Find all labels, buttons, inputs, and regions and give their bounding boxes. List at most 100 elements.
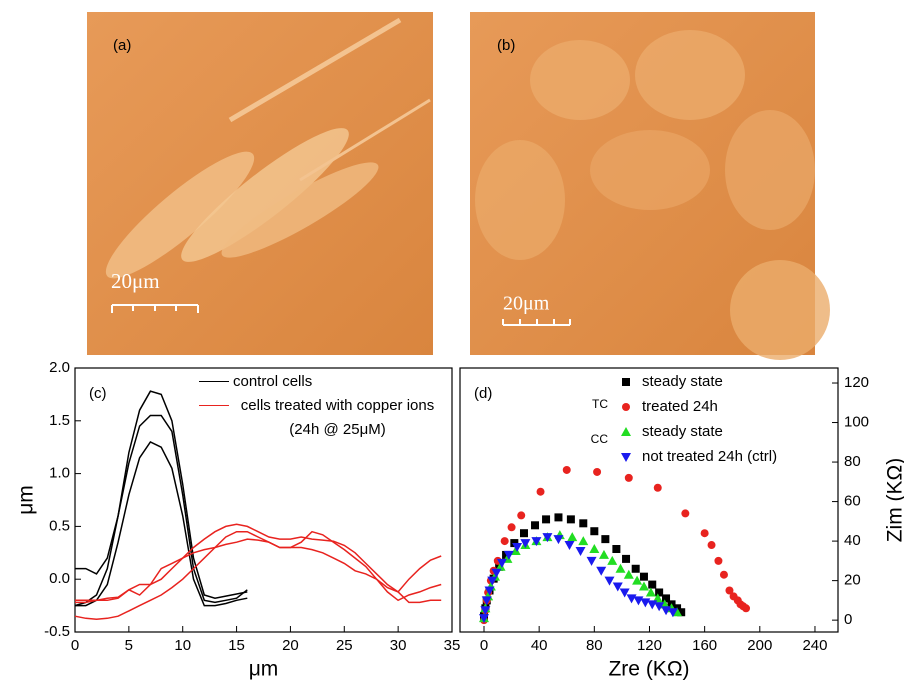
scale-bar-label: 20μm [503, 293, 550, 315]
data-point [536, 487, 545, 496]
data-point [604, 576, 615, 586]
image-b [470, 12, 830, 360]
x-tick-label: 240 [802, 637, 827, 654]
legend: control cells cells treated with copper i… [199, 370, 442, 442]
data-point [654, 602, 665, 612]
data-line [75, 538, 442, 604]
data-point [596, 566, 607, 576]
data-point [607, 555, 618, 565]
data-point [553, 535, 564, 545]
data-point [507, 523, 516, 532]
x-tick-label: 0 [71, 637, 79, 654]
panel-label: (b) [497, 37, 515, 54]
data-point [531, 521, 540, 530]
data-point [478, 614, 489, 624]
data-point [510, 545, 521, 555]
data-point [652, 593, 663, 603]
data-line [75, 414, 248, 604]
x-tick-label: 35 [444, 637, 461, 654]
y-tick-label: 0.5 [49, 517, 70, 534]
data-point [622, 554, 631, 563]
data-point [742, 604, 751, 613]
data-point [500, 537, 509, 546]
x-tick-label: 0 [480, 637, 488, 654]
y-tick-label: 100 [844, 414, 869, 431]
image-a [87, 12, 433, 355]
y-tick-label: 40 [844, 532, 861, 549]
data-point [719, 570, 728, 579]
data-point [619, 588, 630, 598]
data-point [631, 564, 640, 573]
legend-label: steady state [642, 423, 723, 440]
data-point [623, 569, 634, 579]
data-line [74, 390, 248, 607]
data-point [480, 606, 491, 616]
annotation: CC [591, 432, 609, 446]
data-point [578, 536, 589, 546]
data-point [575, 546, 586, 556]
data-point [512, 543, 523, 553]
data-point [491, 568, 502, 578]
legend-marker [621, 427, 631, 436]
data-point [662, 594, 671, 603]
legend-marker [621, 453, 631, 462]
legend-label: cells treated with copper ions (24h @ 25… [240, 397, 435, 438]
legend-swatch [199, 405, 229, 406]
x-tick-label: 40 [531, 637, 548, 654]
x-tick-label: 160 [692, 637, 717, 654]
data-point [653, 483, 662, 492]
data-point [481, 596, 492, 606]
data-point [714, 556, 723, 565]
panel-label: (a) [113, 37, 131, 54]
y-tick-label: 1.5 [49, 412, 70, 429]
data-point [554, 513, 563, 522]
data-point [593, 467, 602, 476]
x-tick-label: 25 [336, 637, 353, 654]
scale-bar-label: 20μm [111, 269, 160, 293]
y-tick-label: 0 [844, 611, 852, 628]
data-point [564, 541, 575, 551]
data-point [598, 549, 609, 559]
data-point [517, 511, 526, 520]
data-point [542, 515, 551, 524]
data-line [75, 440, 248, 607]
y-tick-label: 20 [844, 572, 861, 589]
data-point [542, 533, 553, 543]
data-point [612, 582, 623, 592]
annotation: TC [592, 397, 608, 411]
data-point [567, 532, 578, 542]
data-point [589, 544, 600, 554]
data-point [700, 529, 709, 538]
data-point [586, 556, 597, 566]
data-point [624, 473, 633, 482]
data-point [725, 586, 734, 595]
y-axis-label: Zim (KΩ) [884, 458, 904, 543]
data-point [632, 575, 643, 585]
data-line [74, 530, 442, 621]
legend-label: not treated 24h (ctrl) [642, 448, 777, 465]
data-point [612, 545, 621, 554]
legend-label: steady state [642, 373, 723, 390]
data-point [681, 509, 690, 518]
y-tick-label: 80 [844, 453, 861, 470]
data-point [648, 580, 657, 589]
data-point [562, 465, 571, 474]
legend-swatch [199, 381, 229, 382]
data-point [496, 558, 507, 568]
data-point [487, 576, 498, 586]
data-point [645, 587, 656, 597]
y-tick-label: 120 [844, 374, 869, 391]
y-tick-label: 0.0 [49, 570, 70, 587]
x-tick-label: 200 [747, 637, 772, 654]
data-point [639, 572, 648, 581]
panel-label: (d) [474, 385, 492, 402]
data-point [520, 539, 531, 549]
data-point [677, 608, 686, 617]
x-tick-label: 30 [390, 637, 407, 654]
data-point [601, 535, 610, 544]
data-point [503, 550, 514, 560]
data-point [579, 519, 588, 528]
x-axis-label: μm [249, 658, 279, 681]
x-axis-label: Zre (KΩ) [608, 658, 689, 681]
